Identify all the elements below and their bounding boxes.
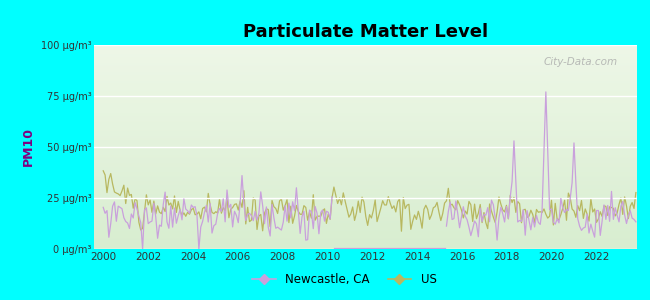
Legend: Newcastle, CA, US: Newcastle, CA, US — [248, 269, 441, 291]
Title: Particulate Matter Level: Particulate Matter Level — [243, 23, 488, 41]
Text: City-Data.com: City-Data.com — [544, 57, 618, 67]
Y-axis label: PM10: PM10 — [22, 128, 35, 167]
